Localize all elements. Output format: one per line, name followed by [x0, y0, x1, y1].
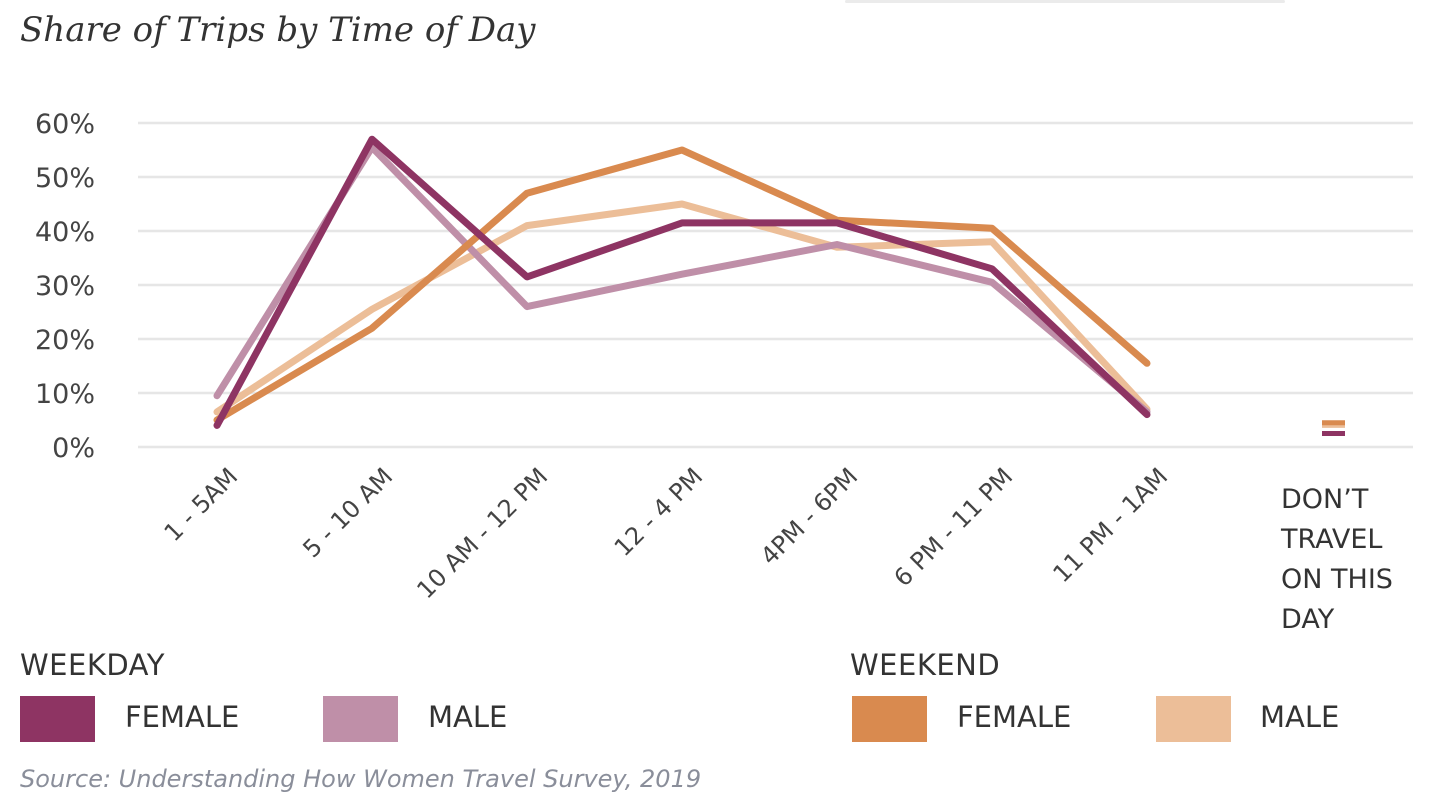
x-tick-label-line: DAY — [1281, 604, 1335, 635]
x-axis: 1 - 5AM 5 - 10 AM 10 AM - 12 PM 12 - 4 PM 4P… — [159, 462, 1393, 635]
y-tick-label: 40% — [35, 217, 95, 248]
x-tick-label: 10 AM - 12 PM — [411, 462, 553, 604]
x-tick-label: 1 - 5AM — [159, 462, 244, 547]
y-tick-label: 0% — [52, 433, 95, 464]
y-tick-label: 60% — [35, 109, 95, 140]
legend-label-weekday-male: MALE — [428, 700, 508, 734]
x-tick-label-line: ON THIS — [1281, 564, 1393, 595]
grid-lines — [138, 121, 1413, 449]
series-line-weekday-female — [213, 135, 1151, 429]
y-tick-label: 20% — [35, 325, 95, 356]
top-scroll-bar — [845, 0, 1285, 3]
y-tick-label: 30% — [35, 271, 95, 302]
x-tick-label-line: TRAVEL — [1280, 524, 1382, 555]
x-tick-label: 4PM - 6PM — [755, 462, 863, 570]
x-tick-label: 12 - 4 PM — [609, 462, 708, 561]
legend-swatch-weekday-male — [323, 696, 398, 742]
legend-group-weekday: WEEKDAY — [20, 648, 165, 682]
series-line-weekend-male — [213, 200, 1151, 416]
legend-swatch-weekday-female — [20, 696, 95, 742]
series-line-weekend-female — [213, 146, 1151, 424]
chart-title: Share of Trips by Time of Day — [20, 10, 536, 50]
source-note: Source: Understanding How Women Travel S… — [20, 765, 702, 793]
y-tick-label: 10% — [35, 379, 95, 410]
legend-group-weekend: WEEKEND — [850, 648, 1001, 682]
x-tick-label: 5 - 10 AM — [297, 462, 398, 563]
y-axis: 0% 10% 20% 30% 40% 50% 60% — [35, 109, 95, 464]
x-tick-label-line: DON’T — [1281, 484, 1369, 515]
x-tick-label: 11 PM - 1AM — [1048, 462, 1174, 588]
legend-label-weekday-female: FEMALE — [125, 700, 240, 734]
legend-swatch-weekend-male — [1156, 696, 1231, 742]
legend-label-weekend-female: FEMALE — [957, 700, 1072, 734]
legend-swatch-weekend-female — [852, 696, 927, 742]
series-lines — [213, 135, 1345, 436]
y-tick-label: 50% — [35, 163, 95, 194]
x-tick-label-dont-travel: DON’T TRAVEL ON THIS DAY — [1280, 484, 1393, 635]
series-line-weekday-male — [213, 143, 1151, 416]
legend-label-weekend-male: MALE — [1260, 700, 1340, 734]
x-tick-label: 6 PM - 11 PM — [889, 462, 1019, 592]
